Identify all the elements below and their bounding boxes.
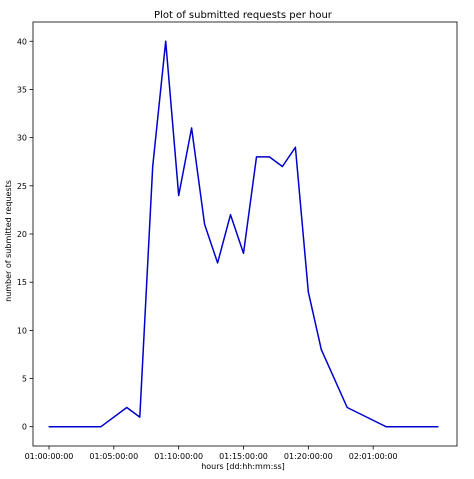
data-point (178, 194, 180, 197)
series-line (49, 40, 438, 428)
y-axis-label: number of submitted requests (4, 180, 13, 302)
data-point (165, 40, 167, 42)
data-point (242, 252, 245, 254)
x-tick-label: 01:10:00:00 (154, 452, 203, 461)
data-point (139, 416, 141, 418)
y-tick-label: 25 (17, 182, 27, 191)
data-point (437, 426, 439, 428)
data-point (126, 406, 128, 409)
x-tick-label: 01:15:00:00 (219, 452, 268, 461)
chart-title: Plot of submitted requests per hour (154, 10, 333, 21)
plot-frame (32, 21, 458, 447)
data-point (281, 165, 283, 168)
y-tick-label: 5 (22, 375, 27, 384)
data-point (229, 214, 232, 216)
data-point (294, 146, 296, 148)
data-point (191, 127, 193, 129)
data-point (268, 156, 271, 158)
data-point (48, 426, 50, 428)
data-point (100, 426, 102, 428)
data-point (204, 223, 206, 225)
data-point (152, 165, 154, 168)
x-tick-label: 01:00:00:00 (25, 452, 74, 461)
data-point (255, 156, 258, 158)
y-tick-label: 35 (17, 85, 27, 94)
data-point (346, 406, 348, 409)
x-tick-label: 02:01:00:00 (349, 452, 398, 461)
y-tick-label: 0 (22, 423, 27, 432)
x-tick-label: 01:20:00:00 (284, 452, 333, 461)
x-tick-label: 01:05:00:00 (89, 452, 138, 461)
y-tick-label: 40 (17, 37, 27, 46)
data-point (385, 426, 387, 428)
data-point (320, 349, 322, 351)
plot-area: 0 5 10 15 20 25 30 35 40 01:00:00:00 01:05:00:00 01… (17, 21, 458, 461)
y-tick-label: 30 (17, 134, 27, 143)
data-point (216, 262, 219, 264)
data-point (307, 291, 309, 293)
x-axis-label: hours [dd:hh:mm:ss] (201, 462, 285, 471)
y-tick-label: 20 (17, 230, 27, 239)
y-tick-label: 10 (17, 326, 27, 335)
y-tick-label: 15 (17, 278, 27, 287)
